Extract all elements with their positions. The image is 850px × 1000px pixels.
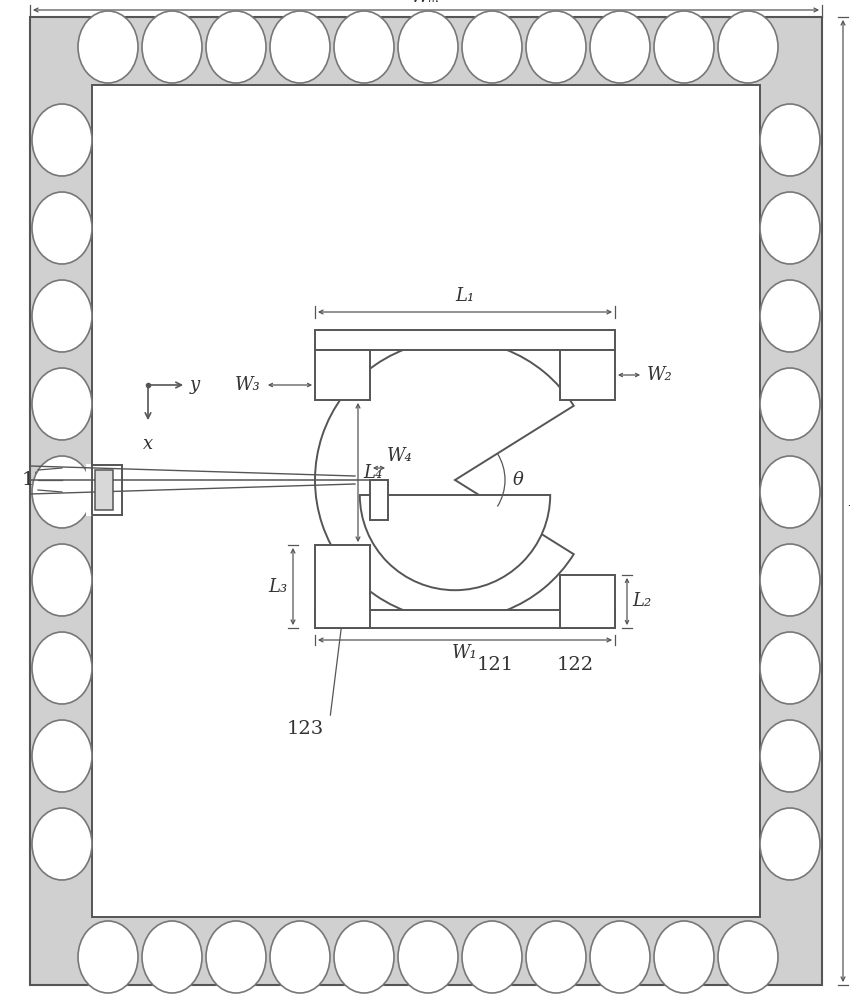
Ellipse shape	[760, 192, 820, 264]
Ellipse shape	[760, 632, 820, 704]
Ellipse shape	[590, 921, 650, 993]
Ellipse shape	[526, 11, 586, 83]
Ellipse shape	[142, 11, 202, 83]
Ellipse shape	[32, 280, 92, 352]
Text: W₁: W₁	[452, 644, 478, 662]
Ellipse shape	[654, 11, 714, 83]
Ellipse shape	[760, 544, 820, 616]
Ellipse shape	[32, 368, 92, 440]
Wedge shape	[315, 340, 574, 620]
Ellipse shape	[526, 921, 586, 993]
Text: W₃: W₃	[235, 376, 261, 394]
Ellipse shape	[334, 921, 394, 993]
Ellipse shape	[32, 456, 92, 528]
Ellipse shape	[462, 921, 522, 993]
Ellipse shape	[654, 921, 714, 993]
Ellipse shape	[142, 921, 202, 993]
Text: L₁: L₁	[456, 287, 474, 305]
Text: L₃: L₃	[269, 578, 288, 595]
Text: W₂: W₂	[647, 366, 672, 384]
Bar	[315, 330, 615, 350]
Text: Lₘ: Lₘ	[848, 492, 850, 510]
Bar	[95, 470, 113, 510]
Bar	[560, 575, 615, 628]
Text: Wₘ: Wₘ	[411, 0, 441, 6]
Text: W₄: W₄	[387, 447, 413, 465]
Ellipse shape	[78, 11, 138, 83]
Ellipse shape	[32, 104, 92, 176]
Ellipse shape	[32, 192, 92, 264]
Ellipse shape	[334, 11, 394, 83]
Bar	[315, 610, 615, 628]
Bar	[560, 350, 615, 400]
Bar	[87, 465, 122, 515]
Ellipse shape	[718, 921, 778, 993]
Ellipse shape	[32, 808, 92, 880]
Ellipse shape	[760, 280, 820, 352]
Text: 123: 123	[286, 720, 324, 738]
Ellipse shape	[32, 544, 92, 616]
Ellipse shape	[760, 368, 820, 440]
Ellipse shape	[462, 11, 522, 83]
Ellipse shape	[760, 104, 820, 176]
Wedge shape	[360, 495, 550, 590]
Ellipse shape	[270, 921, 330, 993]
Text: L₄: L₄	[363, 464, 382, 482]
Text: y: y	[190, 376, 200, 394]
Ellipse shape	[398, 921, 458, 993]
Ellipse shape	[718, 11, 778, 83]
Ellipse shape	[78, 921, 138, 993]
Text: θ: θ	[513, 471, 524, 489]
Text: 13: 13	[22, 471, 47, 489]
Text: 121: 121	[477, 656, 513, 674]
Ellipse shape	[206, 11, 266, 83]
Bar	[370, 480, 388, 520]
Text: x: x	[143, 435, 153, 453]
Bar	[92, 85, 760, 917]
Text: L₂: L₂	[632, 592, 651, 610]
Ellipse shape	[760, 720, 820, 792]
Ellipse shape	[760, 456, 820, 528]
Ellipse shape	[206, 921, 266, 993]
Bar	[315, 350, 370, 400]
Bar	[315, 545, 370, 628]
Ellipse shape	[590, 11, 650, 83]
Text: Gap: Gap	[473, 331, 507, 345]
Ellipse shape	[270, 11, 330, 83]
Text: 122: 122	[557, 656, 593, 674]
Ellipse shape	[398, 11, 458, 83]
Ellipse shape	[32, 720, 92, 792]
Ellipse shape	[32, 632, 92, 704]
Ellipse shape	[760, 808, 820, 880]
